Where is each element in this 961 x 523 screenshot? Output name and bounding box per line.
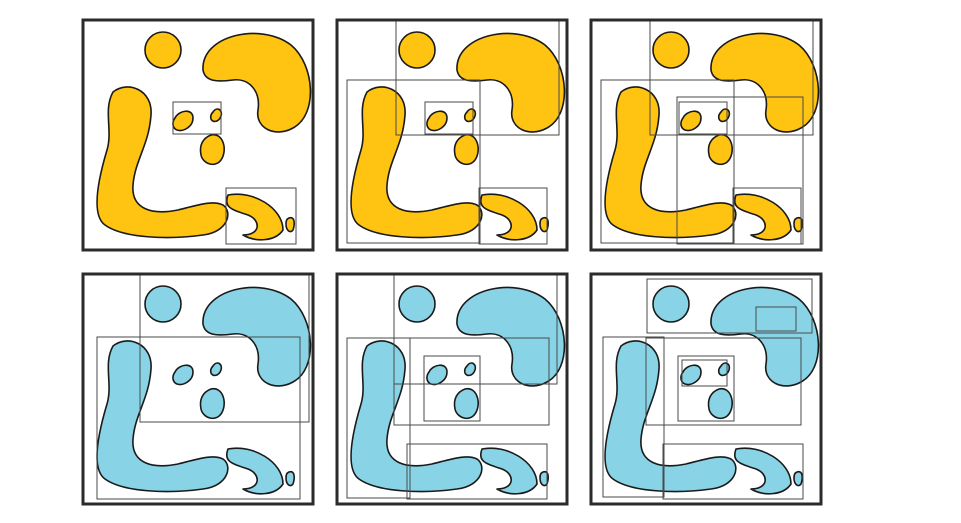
bounding-box xyxy=(646,278,813,334)
drop-mid-blob xyxy=(707,388,733,420)
crescent-blob xyxy=(226,193,284,241)
row-blue-panel-1 xyxy=(81,272,315,506)
panel-frame xyxy=(81,18,315,252)
drop-small-blob xyxy=(209,362,223,377)
drop-mid-blob xyxy=(707,134,733,166)
row-orange-panel-1 xyxy=(81,18,315,252)
small-circle-blob xyxy=(144,285,182,323)
crescent-blob xyxy=(734,447,792,495)
bounding-box xyxy=(406,443,548,500)
tiny-oval-blob xyxy=(285,470,295,487)
drop-mid-blob xyxy=(199,388,225,420)
row-orange-panel-2 xyxy=(335,18,569,252)
bounding-box xyxy=(645,337,802,426)
bounding-box xyxy=(732,187,802,245)
panel-frame xyxy=(589,272,823,506)
drop-small-blob xyxy=(209,108,223,123)
row-orange-panel-3 xyxy=(589,18,823,252)
egg-small-blob xyxy=(426,110,448,132)
bounding-box xyxy=(423,355,481,422)
l-shape-blob xyxy=(96,86,229,239)
bounding-box xyxy=(677,355,735,422)
panel-frame xyxy=(81,272,315,506)
panel-frame xyxy=(335,272,569,506)
l-shape-blob xyxy=(604,340,737,493)
small-circle-blob xyxy=(652,285,690,323)
crescent-blob xyxy=(226,447,284,495)
egg-small-blob xyxy=(680,110,702,132)
kidney-blob xyxy=(710,286,820,387)
bounding-box xyxy=(600,79,735,244)
crescent-blob xyxy=(480,193,538,241)
small-circle-blob xyxy=(144,31,182,69)
bounding-box xyxy=(393,337,550,426)
bounding-box xyxy=(678,101,728,135)
crescent-blob xyxy=(734,193,792,241)
bounding-box xyxy=(346,337,411,499)
bounding-box xyxy=(478,187,548,245)
l-shape-blob xyxy=(604,86,737,239)
small-circle-blob xyxy=(398,285,436,323)
bounding-box xyxy=(662,443,804,500)
drop-small-blob xyxy=(717,108,731,123)
panel-frame xyxy=(335,18,569,252)
l-shape-blob xyxy=(350,86,483,239)
kidney-blob xyxy=(456,32,566,133)
small-circle-blob xyxy=(652,31,690,69)
drop-mid-blob xyxy=(199,134,225,166)
tiny-oval-blob xyxy=(793,216,803,233)
kidney-blob xyxy=(456,286,566,387)
crescent-blob xyxy=(480,447,538,495)
drop-mid-blob xyxy=(453,388,479,420)
bounding-box xyxy=(96,336,301,500)
bounding-box xyxy=(681,359,728,387)
tiny-oval-blob xyxy=(285,216,295,233)
kidney-blob xyxy=(710,32,820,133)
egg-small-blob xyxy=(172,364,194,386)
l-shape-blob xyxy=(350,340,483,493)
bounding-box xyxy=(172,101,222,135)
drop-mid-blob xyxy=(453,134,479,166)
bounding-box xyxy=(225,187,297,245)
tiny-oval-blob xyxy=(793,470,803,487)
tiny-oval-blob xyxy=(539,470,549,487)
bounding-box xyxy=(346,79,481,244)
row-blue-panel-2 xyxy=(335,272,569,506)
bounding-box xyxy=(424,101,474,135)
egg-small-blob xyxy=(680,364,702,386)
egg-small-blob xyxy=(426,364,448,386)
l-shape-blob xyxy=(96,340,229,493)
panel-frame xyxy=(589,18,823,252)
drop-small-blob xyxy=(463,362,477,377)
bounding-box xyxy=(602,336,665,498)
egg-small-blob xyxy=(172,110,194,132)
drop-small-blob xyxy=(717,362,731,377)
drop-small-blob xyxy=(463,108,477,123)
kidney-blob xyxy=(202,32,312,133)
small-circle-blob xyxy=(398,31,436,69)
bounding-box xyxy=(755,306,797,332)
row-blue-panel-3 xyxy=(589,272,823,506)
tiny-oval-blob xyxy=(539,216,549,233)
